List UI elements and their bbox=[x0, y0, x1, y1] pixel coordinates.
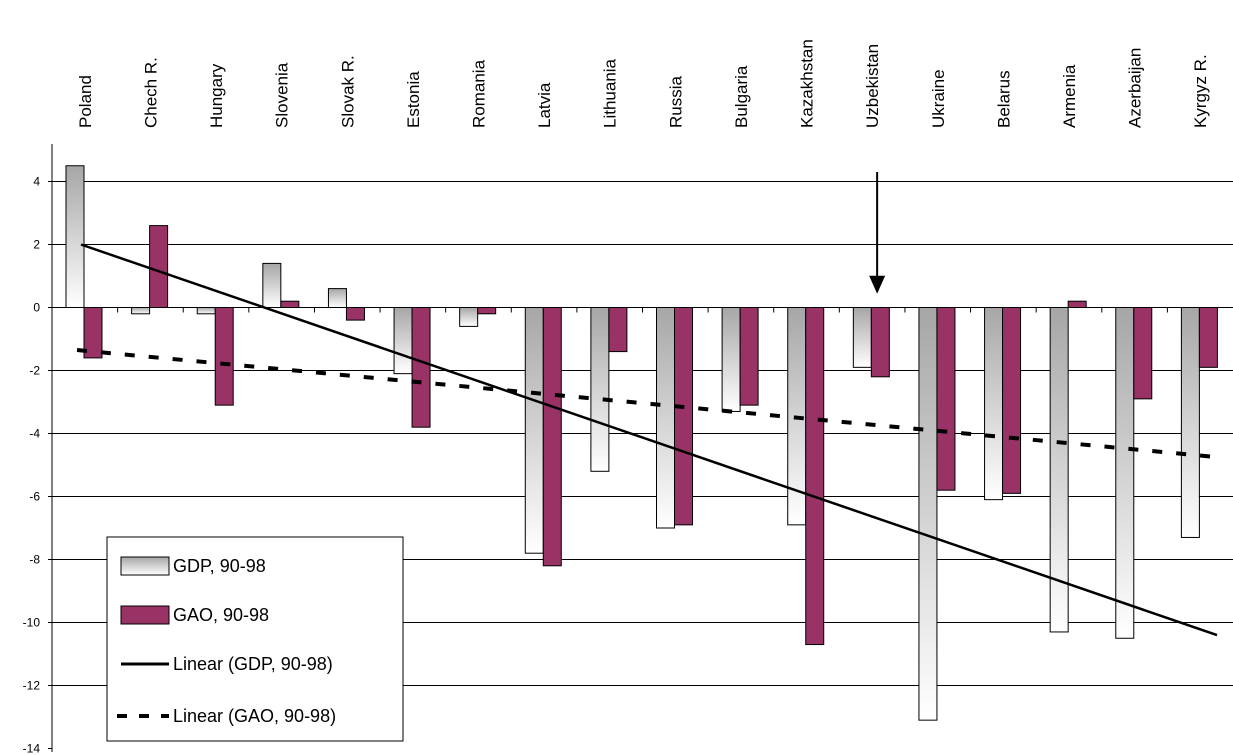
legend: GDP, 90-98 GAO, 90-98 Linear (GDP, 90-98) L… bbox=[106, 536, 404, 742]
legend-label: Linear (GDP, 90-98) bbox=[173, 654, 333, 674]
gao-bar bbox=[1198, 307, 1218, 368]
gdp-bar bbox=[393, 307, 413, 375]
gao-bar bbox=[739, 307, 759, 406]
category-label: Slovenia bbox=[273, 62, 292, 128]
category-label: Armenia bbox=[1060, 64, 1079, 128]
gdp-bar bbox=[590, 307, 610, 472]
axes: 4 2 0 -2 -4 -6 -8 -10 -12 -14 bbox=[23, 144, 1233, 755]
y-tick-label: 0 bbox=[33, 301, 40, 315]
category-label: Poland bbox=[76, 75, 95, 128]
category-label: Romania bbox=[469, 59, 488, 128]
category-label: Hungary bbox=[207, 63, 226, 128]
annotation bbox=[869, 172, 886, 294]
category-label: Chech R. bbox=[141, 57, 160, 128]
gao-bar bbox=[1002, 307, 1022, 494]
gao-bar bbox=[1067, 300, 1087, 309]
legend-label: Linear (GAO, 90-98) bbox=[173, 706, 336, 726]
gdp-bar bbox=[852, 307, 872, 368]
gao-bar bbox=[477, 307, 497, 315]
category-label: Uzbekistan bbox=[863, 44, 882, 128]
gao-bar bbox=[870, 307, 890, 378]
legend-gdp-swatch bbox=[120, 556, 170, 576]
category-label: Slovak R. bbox=[338, 55, 357, 128]
y-tick-label: 4 bbox=[33, 175, 40, 189]
gao-bar bbox=[608, 307, 628, 353]
category-labels: Poland Chech R. Hungary Slovenia Slovak R. Es… bbox=[76, 39, 1210, 128]
gdp-bar bbox=[196, 307, 216, 315]
gdp-bar bbox=[459, 307, 479, 327]
gdp-trendline bbox=[80, 243, 1218, 637]
legend-gao-swatch bbox=[120, 605, 170, 625]
category-label: Kyrgyz R. bbox=[1191, 54, 1210, 128]
gdp-bar bbox=[721, 307, 741, 412]
gao-bar bbox=[280, 300, 300, 309]
y-tick-label: -4 bbox=[29, 427, 40, 441]
category-label: Bulgaria bbox=[732, 65, 751, 128]
gdp-bar bbox=[131, 307, 151, 315]
y-tick-label: 2 bbox=[33, 238, 40, 252]
gdp-bar bbox=[984, 307, 1004, 501]
gao-bar bbox=[345, 307, 365, 321]
category-label: Belarus bbox=[994, 70, 1013, 128]
gdp-bar bbox=[1180, 307, 1200, 538]
y-tick-label: -12 bbox=[23, 679, 41, 693]
category-label: Estonia bbox=[404, 71, 423, 128]
gao-bar bbox=[214, 307, 234, 406]
category-label: Kazakhstan bbox=[798, 39, 817, 128]
gdp-bar bbox=[65, 165, 85, 308]
category-label: Russia bbox=[666, 75, 685, 128]
gdp-bar bbox=[1115, 307, 1135, 639]
y-tick-label: -8 bbox=[29, 553, 40, 567]
y-tick-label: -2 bbox=[29, 364, 40, 378]
category-label: Latvia bbox=[535, 82, 554, 128]
gao-bar bbox=[805, 307, 825, 646]
gdp-bar bbox=[327, 288, 347, 309]
gao-bar bbox=[1133, 307, 1153, 400]
gao-bar bbox=[936, 307, 956, 491]
category-label: Ukraine bbox=[929, 69, 948, 128]
category-label: Azerbaijan bbox=[1126, 48, 1145, 128]
gdp-bar bbox=[262, 262, 282, 308]
y-tick-label: -6 bbox=[29, 490, 40, 504]
legend-label: GDP, 90-98 bbox=[173, 556, 266, 576]
gao-bar bbox=[411, 307, 431, 428]
gdp-bar bbox=[524, 307, 544, 554]
y-tick-label: -10 bbox=[23, 616, 41, 630]
trendlines bbox=[76, 243, 1218, 637]
gdp-bar bbox=[918, 307, 938, 721]
gdp-bar bbox=[656, 307, 675, 529]
annotation-arrow-head bbox=[869, 275, 886, 294]
category-label: Lithuania bbox=[601, 58, 620, 128]
y-tick-label: -14 bbox=[23, 742, 41, 755]
gao-bar bbox=[542, 307, 562, 567]
gao-bar bbox=[674, 307, 693, 526]
gao-trendline bbox=[76, 348, 1218, 460]
legend-label: GAO, 90-98 bbox=[173, 605, 269, 625]
gao-bar bbox=[149, 225, 169, 309]
